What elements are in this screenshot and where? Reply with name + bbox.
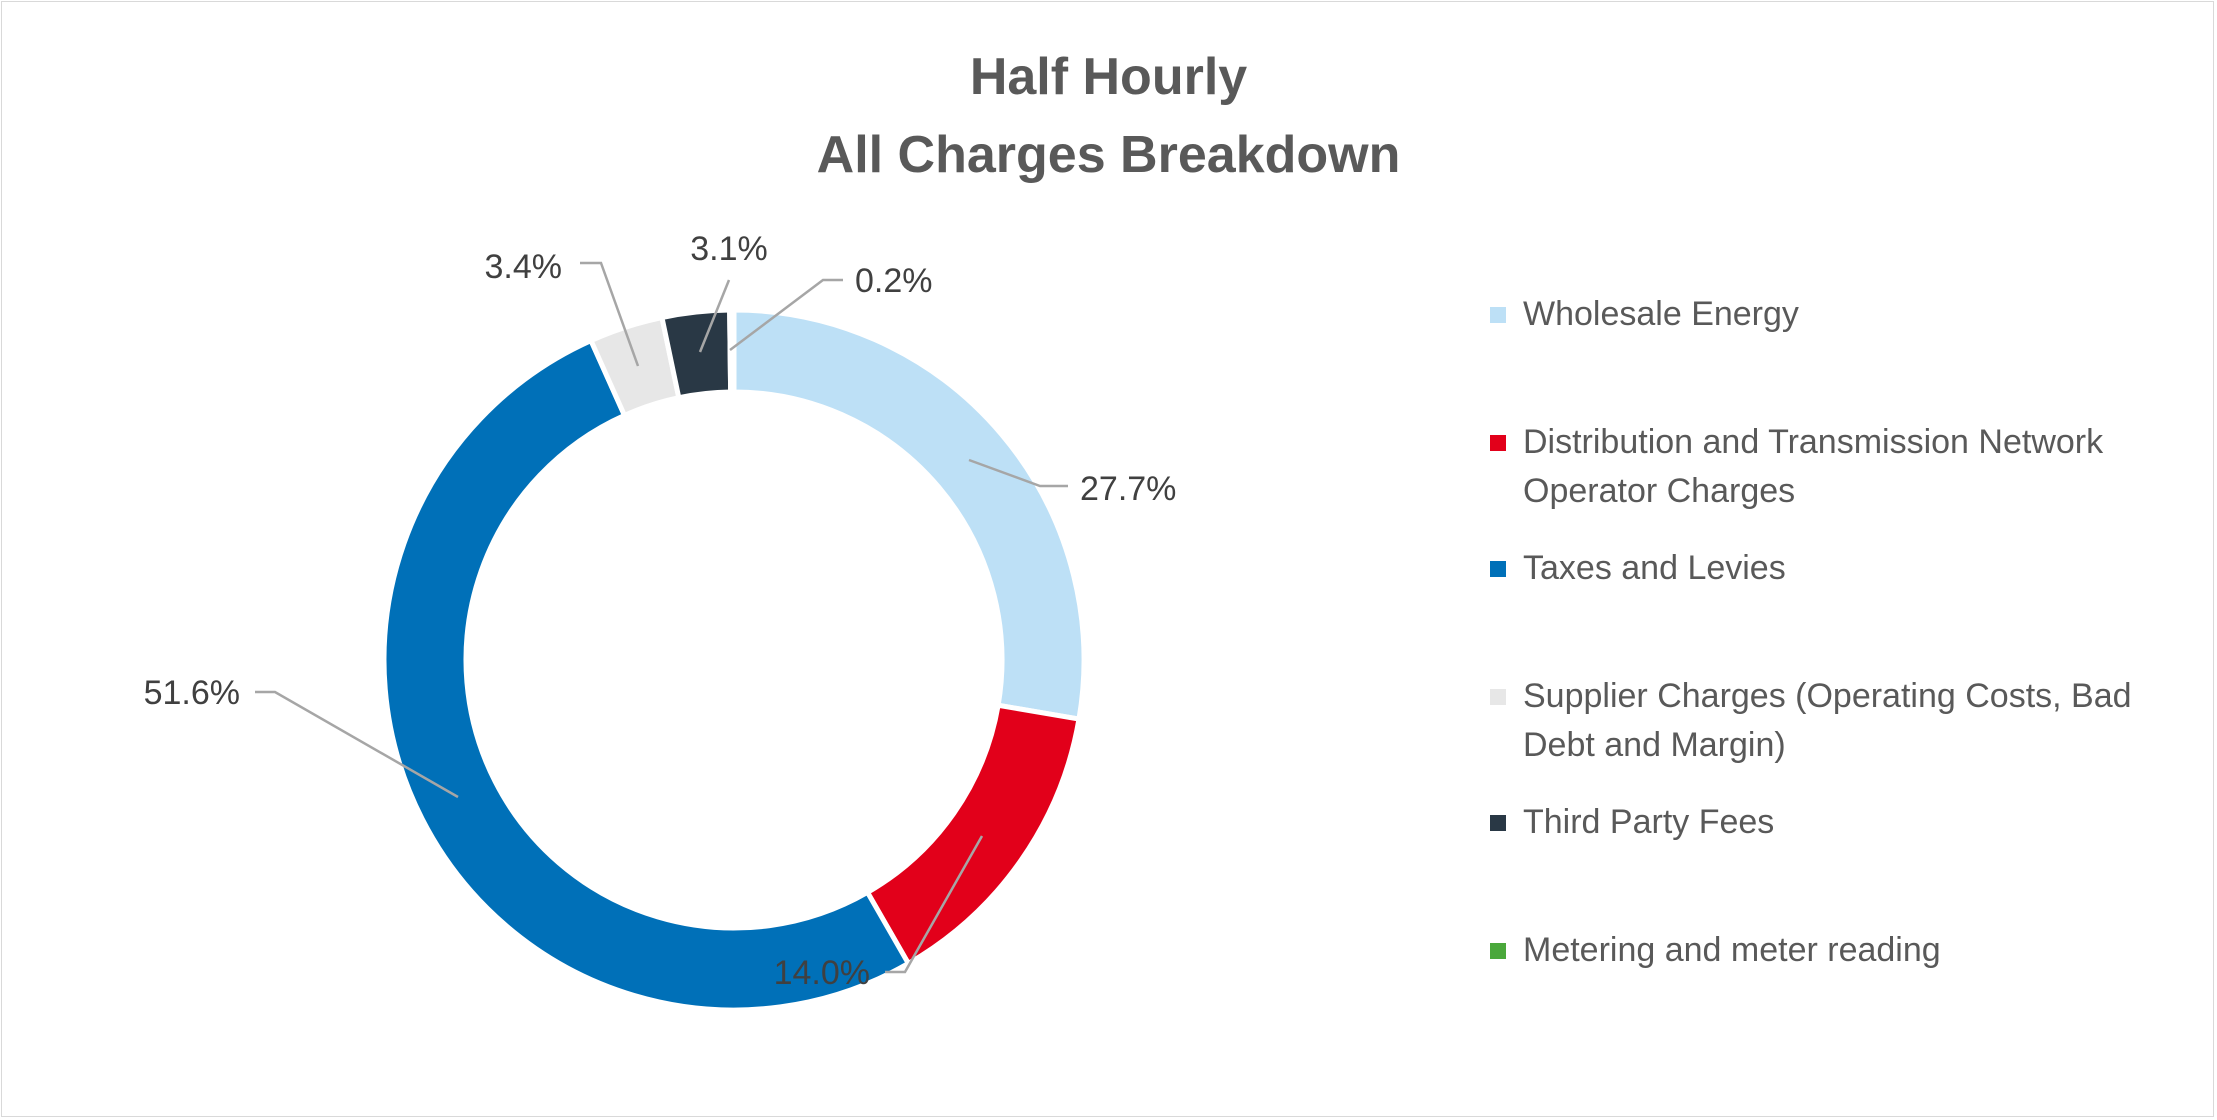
slice-metering-and-meter-reading [727, 307, 737, 395]
slice-taxes-and-levies [381, 337, 912, 1013]
chart-title-line-1: Half Hourly [969, 48, 1248, 106]
legend-item-wholesale-energy: Wholesale Energy [1490, 290, 2210, 339]
chart-title: Half Hourly All Charges Breakdown [0, 38, 2217, 194]
leader-line-distribution-and-transmission-network-operator-charges [885, 835, 984, 974]
legend-swatch [1490, 561, 1506, 577]
legend: Wholesale Energy Distribution and Transmi… [1490, 0, 2210, 1120]
slice-wholesale-energy [731, 307, 1087, 722]
legend-item-distribution-and-transmission-network-operator-charges: Distribution and Transmission Network Ope… [1490, 418, 2210, 516]
legend-label: Distribution and Transmission Network Ope… [1523, 418, 2103, 516]
data-label-third-party-fees: 3.1% [690, 230, 768, 268]
data-label-supplier-charges-operating-costs-bad-debt-and-margin: 3.4% [485, 248, 563, 286]
legend-swatch [1490, 815, 1506, 831]
legend-label-line: Wholesale Energy [1523, 295, 1799, 333]
leader-lines [255, 261, 1068, 974]
legend-label-line: Distribution and Transmission Network [1523, 423, 2104, 461]
legend-label-line: Metering and meter reading [1523, 931, 1941, 969]
legend-label: Metering and meter reading [1523, 926, 1941, 975]
legend-label: Third Party Fees [1523, 798, 1774, 847]
legend-label: Wholesale Energy [1523, 290, 1799, 339]
legend-label: Taxes and Levies [1523, 544, 1786, 593]
leader-line-third-party-fees [698, 279, 731, 353]
leader-line-wholesale-energy [968, 458, 1068, 488]
legend-label-line: Debt and Margin) [1523, 726, 1786, 764]
legend-label-line: Third Party Fees [1523, 803, 1775, 841]
legend-label: Supplier Charges (Operating Costs, Bad De… [1523, 672, 2132, 770]
data-label-wholesale-energy: 27.7% [1080, 470, 1176, 508]
legend-swatch [1490, 943, 1506, 959]
legend-swatch [1490, 307, 1506, 323]
slice-distribution-and-transmission-network-operator-charges [864, 702, 1082, 967]
leader-line-supplier-charges-operating-costs-bad-debt-and-margin [580, 261, 640, 367]
chart-title-line-2: All Charges Breakdown [816, 126, 1401, 184]
donut-slices [381, 307, 1087, 1013]
leader-line-metering-and-meter-reading [729, 278, 843, 351]
data-label-taxes-and-levies: 51.6% [144, 674, 240, 712]
data-label-metering-and-meter-reading: 0.2% [855, 262, 933, 300]
legend-item-supplier-charges-operating-costs-bad-debt-and-margin: Supplier Charges (Operating Costs, Bad De… [1490, 672, 2210, 770]
legend-item-taxes-and-levies: Taxes and Levies [1490, 544, 2210, 593]
legend-swatch [1490, 435, 1506, 451]
leader-line-taxes-and-levies [255, 690, 459, 799]
legend-item-metering-and-meter-reading: Metering and meter reading [1490, 926, 2210, 975]
legend-swatch [1490, 689, 1506, 705]
legend-label-line: Taxes and Levies [1523, 549, 1786, 587]
data-label-distribution-and-transmission-network-operator-charges: 14.0% [774, 954, 870, 992]
legend-label-line: Supplier Charges (Operating Costs, Bad [1523, 677, 2132, 715]
legend-item-third-party-fees: Third Party Fees [1490, 798, 2210, 847]
data-labels: 27.7% 14.0% 51.6% 3.4% 3.1% 0.2% [144, 230, 1177, 992]
legend-label-line: Operator Charges [1523, 472, 1796, 510]
